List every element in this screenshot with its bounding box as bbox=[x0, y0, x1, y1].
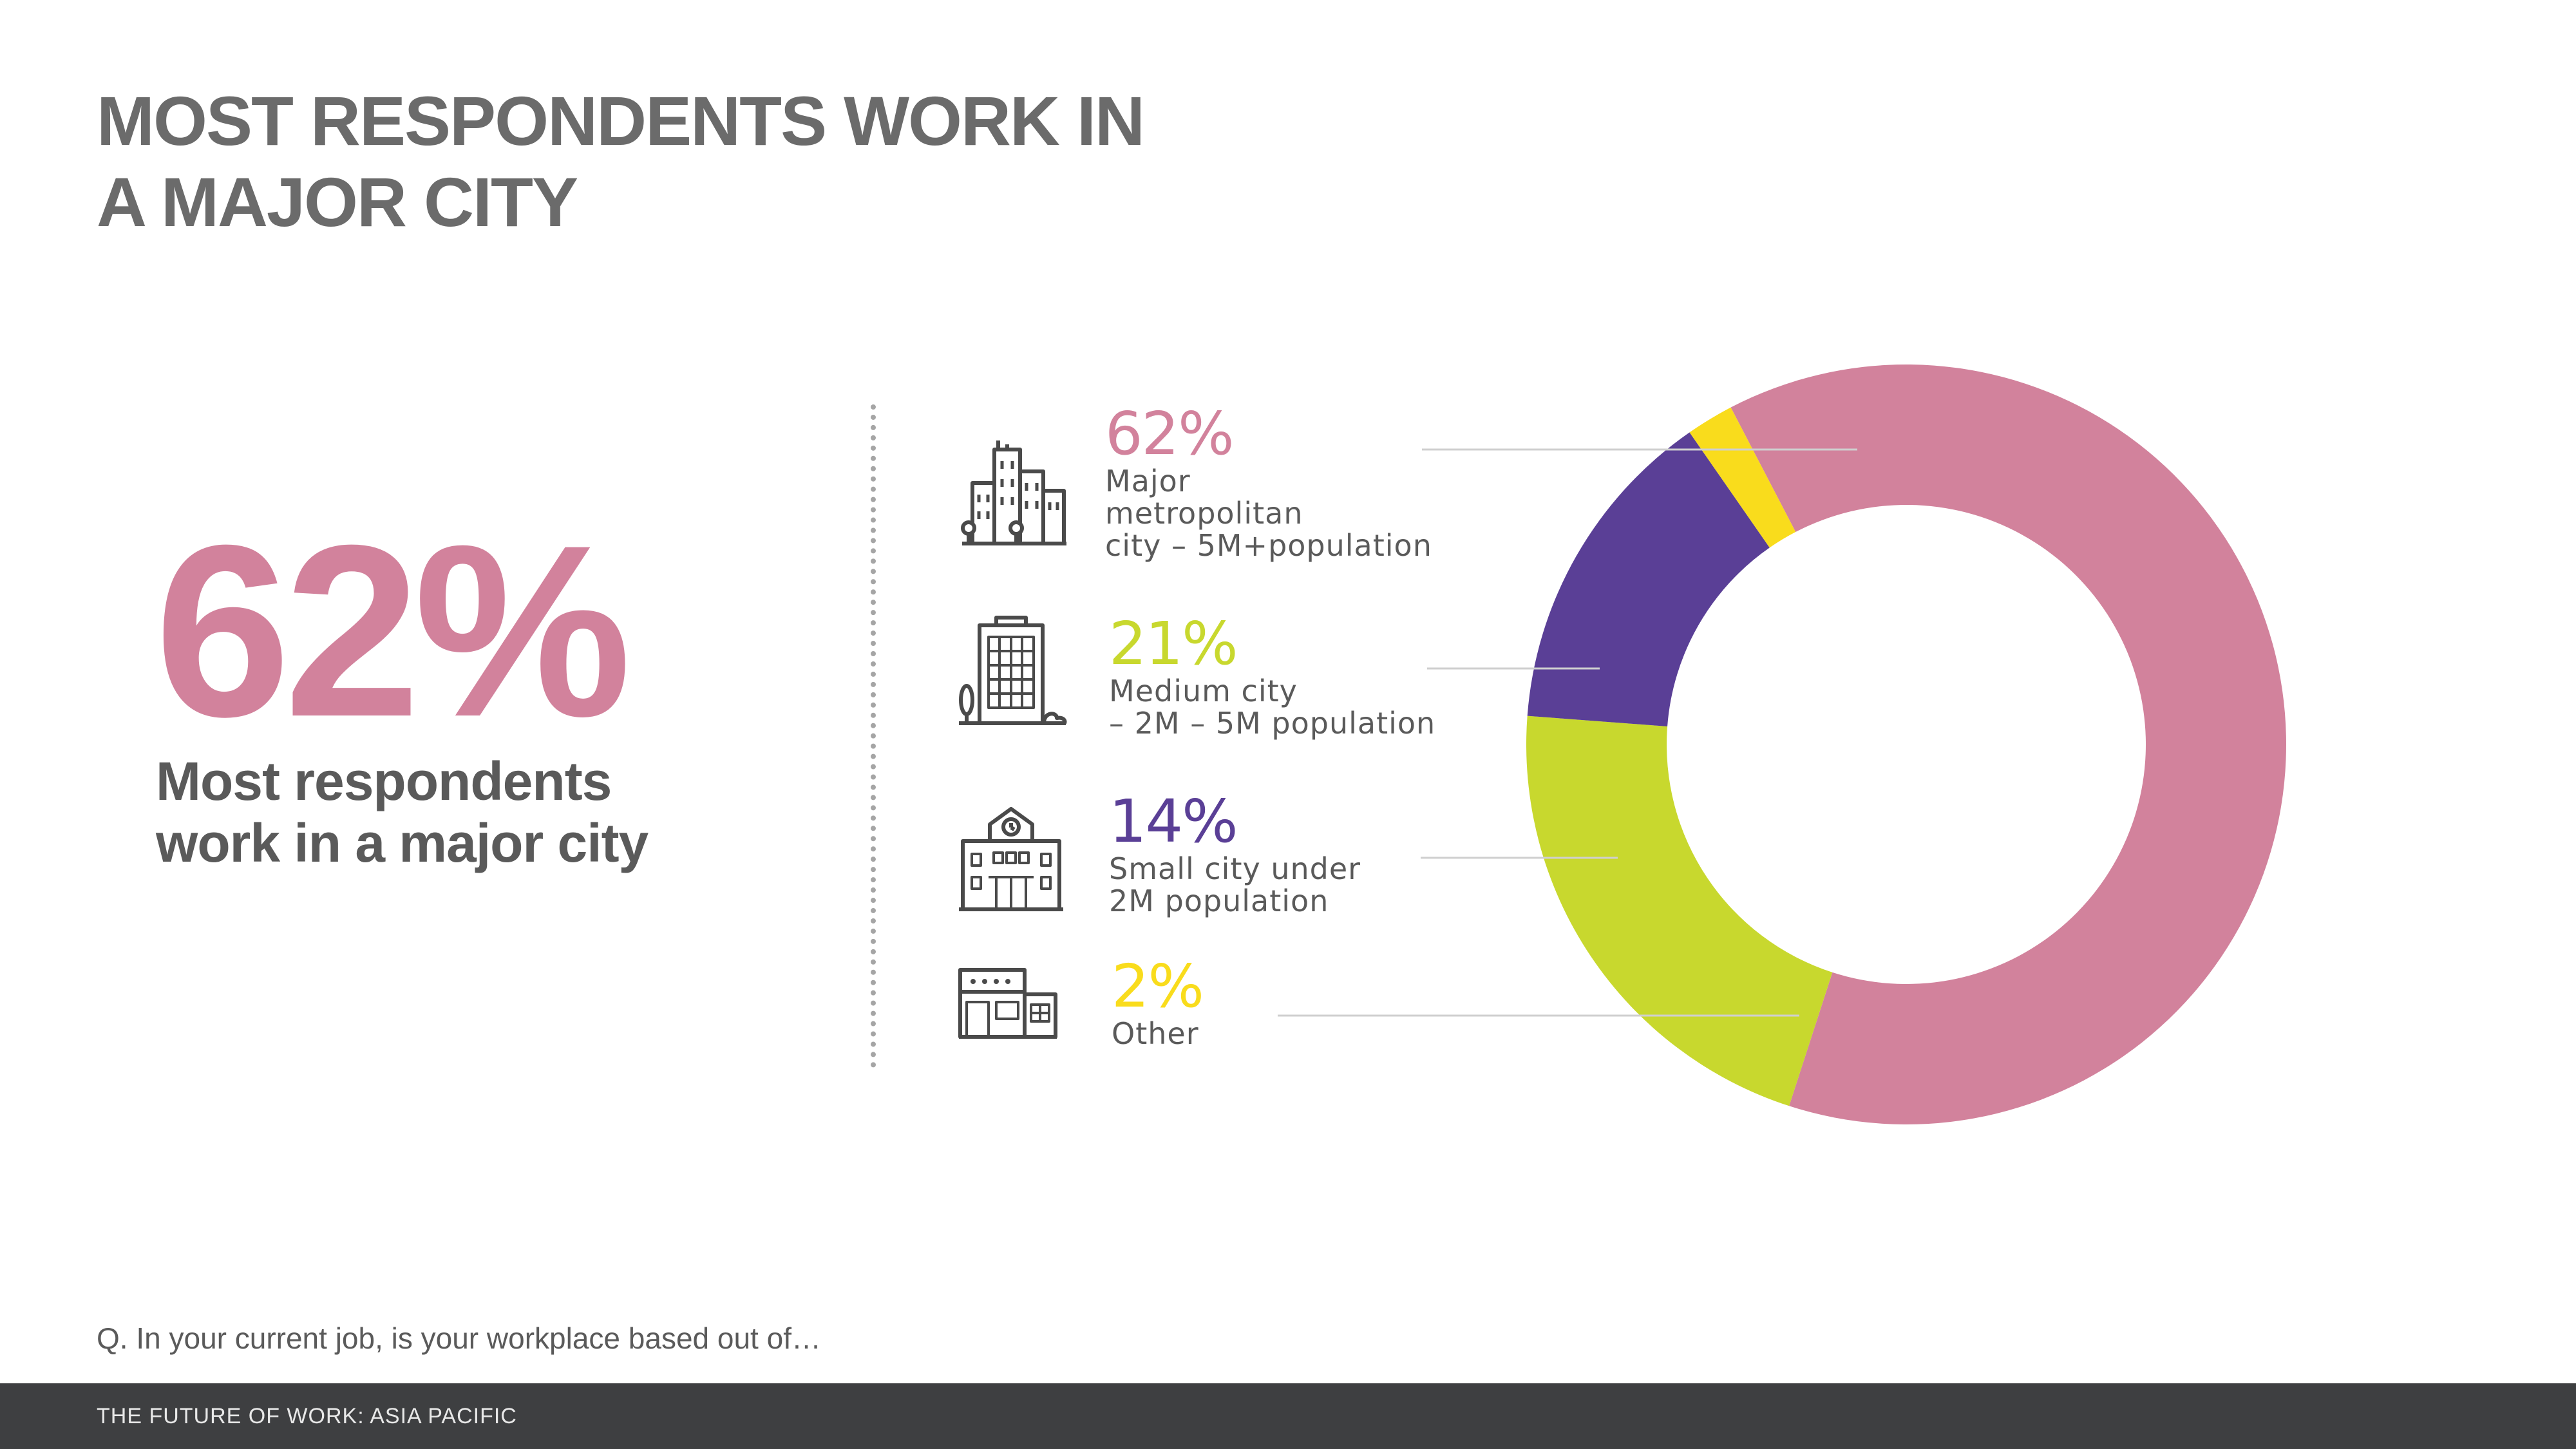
legend-label-line: Major bbox=[1105, 464, 1191, 498]
headline-subtitle: Most respondents work in a major city bbox=[156, 751, 649, 873]
title-line-2: A MAJOR CITY bbox=[97, 163, 578, 241]
legend-label-line: Other bbox=[1112, 1016, 1199, 1051]
legend-label-line: city – 5M+population bbox=[1105, 528, 1432, 563]
footer-bar: THE FUTURE OF WORK: ASIA PACIFIC bbox=[0, 1383, 2576, 1449]
page-title: MOST RESPONDENTS WORK IN A MAJOR CITY bbox=[97, 80, 1320, 243]
legend-item-other: 2% Other bbox=[1112, 952, 1204, 1050]
legend-item-small-city: 14% Small city under 2M population bbox=[1109, 787, 1361, 918]
legend-label-line: Small city under bbox=[1109, 851, 1361, 886]
town-hall-icon bbox=[959, 807, 1063, 911]
legend-item-major-metro: 62% Major metropolitan city – 5M+populat… bbox=[1105, 403, 1432, 562]
slice-small-city bbox=[1527, 432, 1770, 726]
legend-label-line: – 2M – 5M population bbox=[1109, 706, 1436, 741]
legend-percentage: 2% bbox=[1112, 952, 1204, 1021]
legend-label: Other bbox=[1112, 1018, 1203, 1050]
legend-label-line: 2M population bbox=[1109, 884, 1329, 918]
legend-percentage: 21% bbox=[1109, 609, 1238, 678]
legend-percentage: 62% bbox=[1105, 399, 1234, 468]
footer-text: THE FUTURE OF WORK: ASIA PACIFIC bbox=[97, 1404, 517, 1428]
dotted-divider bbox=[871, 404, 876, 1068]
headline-percentage: 62% bbox=[155, 494, 632, 768]
skyscrapers-icon bbox=[961, 440, 1066, 545]
slice-medium-city bbox=[1526, 715, 1833, 1106]
survey-question: Q. In your current job, is your workplac… bbox=[97, 1321, 821, 1355]
legend-label: Major metropolitan city – 5M+population bbox=[1105, 465, 1432, 562]
slice-other bbox=[1689, 407, 1796, 548]
shop-front-icon bbox=[958, 968, 1057, 1039]
slice-major-metro bbox=[1730, 365, 2286, 1125]
legend-label-line: Medium city bbox=[1109, 674, 1298, 708]
office-building-icon bbox=[959, 616, 1067, 725]
legend-label: Medium city – 2M – 5M population bbox=[1109, 675, 1435, 739]
legend-item-medium-city: 21% Medium city – 2M – 5M population bbox=[1109, 609, 1435, 740]
legend-label: Small city under 2M population bbox=[1109, 853, 1361, 917]
legend-label-line: metropolitan bbox=[1105, 496, 1303, 531]
legend-percentage: 14% bbox=[1109, 787, 1238, 856]
title-line-1: MOST RESPONDENTS WORK IN bbox=[97, 82, 1145, 160]
